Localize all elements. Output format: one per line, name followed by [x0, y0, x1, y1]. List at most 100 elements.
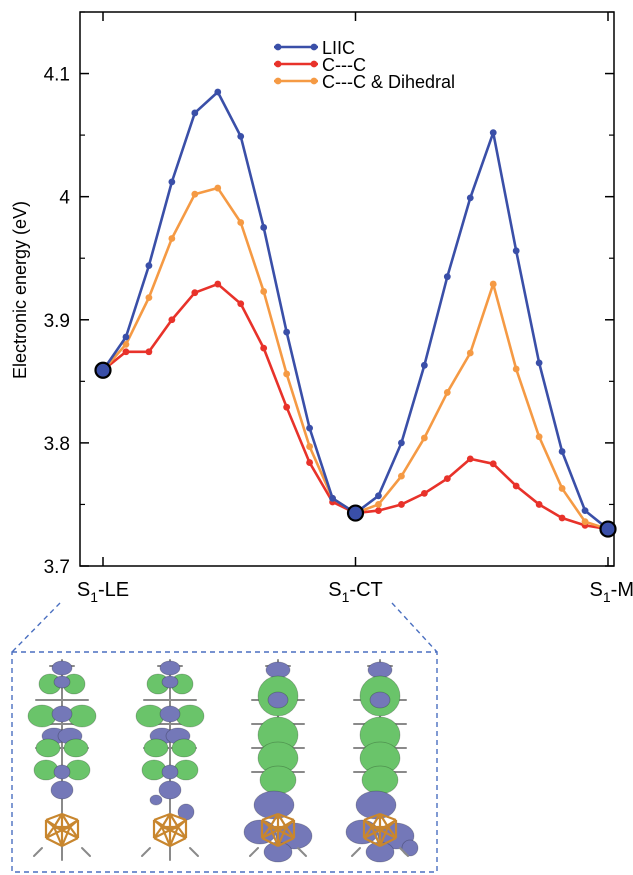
series-line — [102, 186, 609, 531]
orbital-lobe — [159, 660, 181, 676]
orbital-inset — [11, 651, 438, 873]
stationary-point-marker — [599, 520, 617, 538]
cage-bond — [160, 826, 172, 847]
cage-bond — [69, 819, 79, 828]
data-point — [443, 273, 451, 281]
orbital-lobe — [161, 764, 179, 780]
cage-bond — [153, 829, 171, 839]
cage-bond — [370, 826, 382, 847]
data-point — [535, 501, 543, 508]
data-point — [122, 341, 130, 348]
bond — [141, 847, 151, 857]
series-0 — [99, 88, 612, 533]
data-point — [420, 434, 428, 442]
orbital-structure — [345, 659, 419, 863]
orbital-lobe — [161, 675, 179, 689]
data-point — [283, 370, 291, 378]
cage-bond — [153, 837, 171, 847]
orbital-lobe — [401, 839, 419, 857]
cage-bond — [177, 819, 187, 828]
cage-bond — [60, 826, 72, 847]
cage-bond — [363, 826, 373, 839]
data-point — [466, 349, 474, 357]
y-tick-label: 4.1 — [44, 65, 70, 86]
data-point — [420, 489, 428, 497]
cage-bond — [169, 812, 187, 822]
data-point — [512, 482, 520, 490]
cage-bond — [379, 812, 397, 822]
data-point — [283, 403, 291, 411]
cage-bond — [363, 837, 381, 847]
cage-bond — [45, 812, 63, 822]
data-point — [306, 424, 313, 432]
connector-right — [391, 602, 438, 653]
orbital-lobe — [175, 704, 205, 728]
orbital-lobe — [149, 794, 163, 806]
data-point — [398, 439, 405, 447]
data-point — [145, 262, 153, 270]
cage-bond — [363, 829, 381, 839]
data-point — [237, 219, 245, 226]
legend-marker — [310, 43, 318, 51]
data-point — [535, 433, 543, 441]
orbital-lobe — [50, 780, 74, 800]
data-point — [122, 348, 130, 356]
cage-bond — [53, 813, 63, 828]
connector-left — [11, 602, 61, 653]
series-layer — [99, 88, 612, 533]
cage-bond — [153, 812, 171, 822]
cage-bond — [61, 812, 79, 822]
cage-bond — [277, 837, 295, 847]
cage-bond — [261, 812, 279, 822]
orbital-lobe — [53, 675, 71, 689]
data-point — [581, 518, 589, 526]
data-point — [214, 184, 222, 192]
cage-bond — [168, 826, 180, 847]
cage-bond — [45, 826, 55, 839]
energy-plot: 3.73.83.944.1 S1-LE S1-CT S1-M Electronic … — [10, 11, 633, 605]
cage-bond — [69, 826, 79, 839]
orbital-lobe — [361, 765, 399, 795]
bond — [399, 847, 409, 857]
bond — [81, 847, 91, 857]
series-line — [102, 282, 609, 531]
legend-marker — [274, 60, 282, 68]
carborane-cage — [44, 812, 80, 847]
orbital-lobe — [158, 780, 182, 800]
x-label-main: S — [77, 579, 90, 601]
x-category-label: S1-M — [590, 579, 633, 605]
orbital-lobe — [51, 705, 73, 723]
x-label-subscript: 1 — [603, 589, 611, 605]
legend-marker — [274, 77, 282, 85]
cage-bond — [61, 829, 79, 839]
x-label-subscript: 1 — [90, 589, 98, 605]
data-point — [145, 348, 153, 356]
data-point — [260, 224, 268, 231]
cage-bond — [45, 829, 63, 839]
cage-bond — [363, 819, 373, 828]
y-tick-label: 3.7 — [44, 557, 70, 578]
y-tick-label: 3.8 — [44, 434, 70, 455]
data-point — [558, 485, 566, 492]
data-point — [375, 492, 382, 500]
data-point — [443, 389, 451, 396]
data-point — [512, 365, 520, 373]
orbital-lobe — [367, 661, 393, 679]
data-point — [512, 247, 520, 255]
data-point — [168, 178, 176, 186]
orbital-structure — [27, 659, 97, 861]
cage-bond — [177, 826, 187, 839]
stationary-point-marker — [346, 504, 365, 522]
cage-bond — [169, 837, 187, 847]
cage-bond — [268, 826, 280, 847]
cage-bond — [285, 826, 295, 839]
orbital-lobe — [27, 704, 57, 728]
bond — [351, 847, 361, 857]
data-point — [489, 280, 497, 288]
orbital-lobe — [259, 765, 297, 795]
data-point — [191, 109, 199, 117]
cage-bond — [61, 837, 79, 847]
plot-frame — [79, 11, 615, 567]
data-point — [558, 448, 566, 455]
data-point — [306, 443, 313, 450]
